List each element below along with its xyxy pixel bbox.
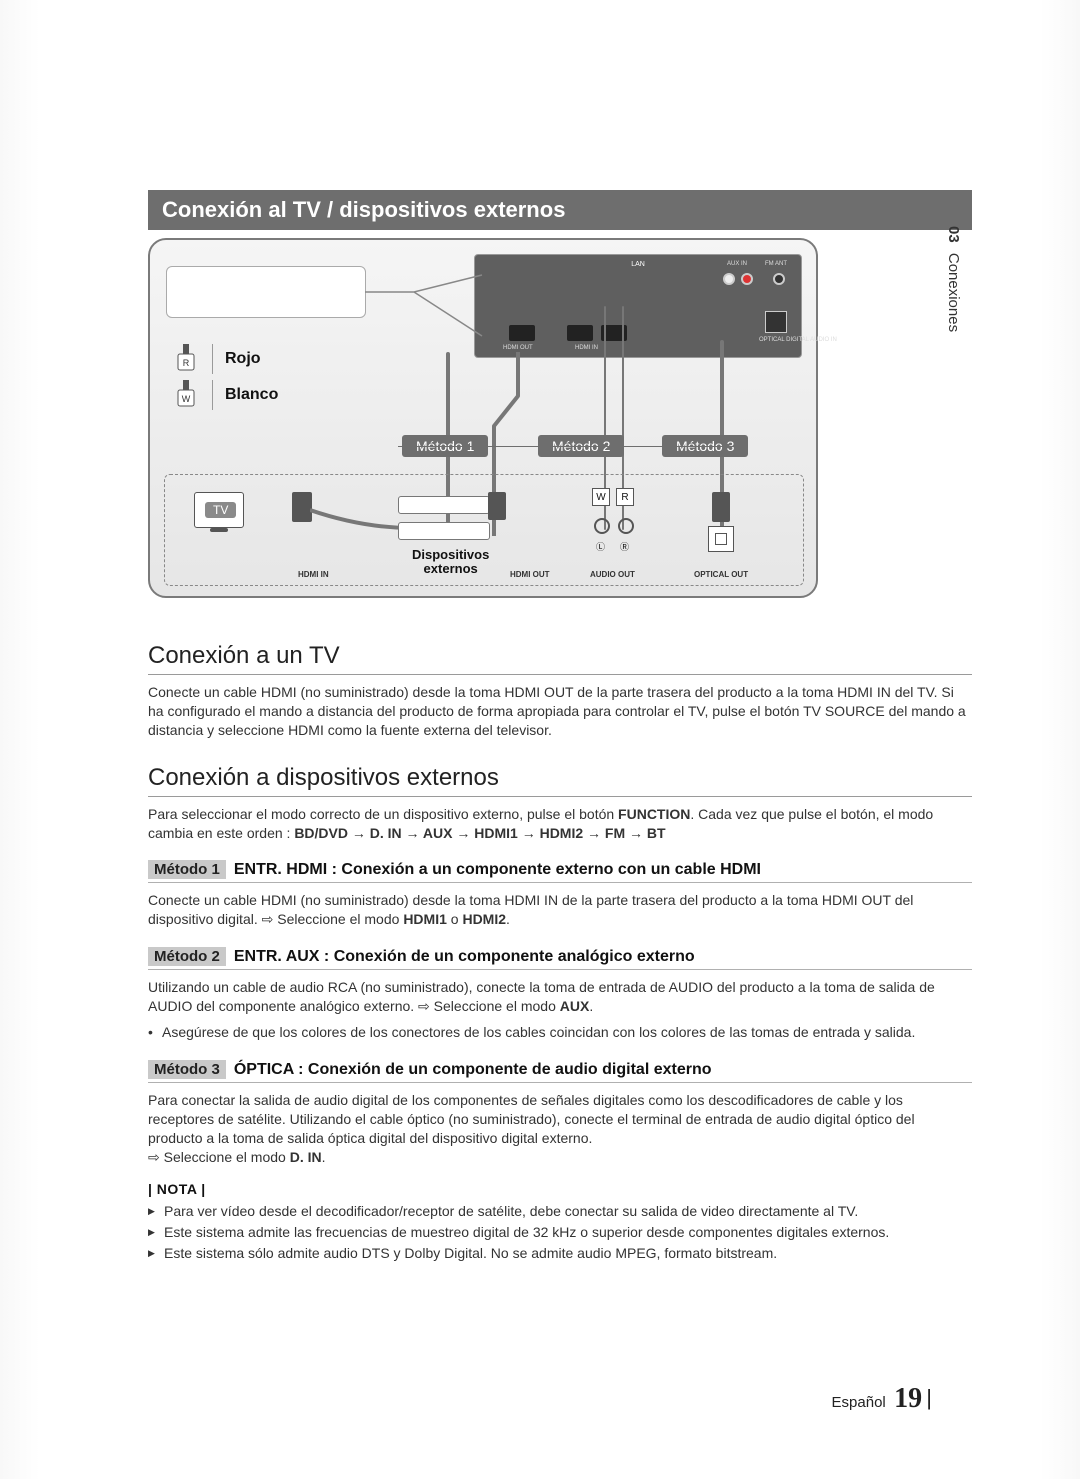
method-2-bullets: Asegúrese de que los colores de los cone… — [148, 1022, 972, 1042]
note-label: | NOTA | — [148, 1181, 972, 1197]
method-connector-line — [398, 446, 738, 447]
footer-page-number: 19 — [894, 1383, 922, 1414]
chapter-number: 03 — [945, 226, 962, 243]
product-back-panel: LAN HDMI OUT HDMI IN AUX IN FM ANT OPTIC… — [474, 254, 802, 358]
fm-ant-jack — [773, 273, 785, 285]
audio-l-jack-icon — [594, 518, 610, 534]
method-1-tag: Método 1 — [148, 860, 226, 879]
chapter-side-tab: 03 Conexiones — [945, 226, 962, 332]
aux-in-red-jack — [741, 273, 753, 285]
ext-hdmi-out-label: HDMI OUT — [510, 570, 550, 579]
method-2-bullet-1: Asegúrese de que los colores de los cone… — [148, 1022, 972, 1042]
svg-text:W: W — [182, 394, 191, 404]
method-3-paragraph: Para conectar la salida de audio digital… — [148, 1091, 972, 1167]
hdmi-out-port — [509, 325, 535, 341]
aux-in-white-jack — [723, 273, 735, 285]
audio-r-circled: Ⓡ — [620, 540, 629, 553]
section-header-bar: Conexión al TV / dispositivos externos — [148, 190, 972, 230]
footer-language: Español — [832, 1394, 886, 1411]
hdmi-plug-ext-icon — [488, 492, 506, 520]
aux-in-label: AUX IN — [727, 261, 747, 267]
method-2-heading: Método 2 ENTR. AUX : Conexión de un comp… — [148, 947, 972, 970]
rca-red-label: Rojo — [225, 350, 261, 368]
hdmi-plug-tv-icon — [292, 492, 312, 522]
callout-line — [364, 274, 484, 338]
divider — [212, 344, 213, 374]
optical-out-label: OPTICAL OUT — [694, 570, 748, 579]
rca-plug-red-icon: R — [174, 344, 200, 374]
tv-label: TV — [205, 502, 236, 518]
method-1-paragraph: Conecte un cable HDMI (no suministrado) … — [148, 891, 972, 929]
ext-devices-label: Dispositivos externos — [412, 548, 489, 577]
audio-r-plug: R — [616, 488, 634, 506]
rca-white-row: W Blanco — [174, 380, 278, 410]
page-footer: Español 19 | — [832, 1383, 932, 1415]
method-3-heading: Método 3 ÓPTICA : Conexión de un compone… — [148, 1060, 972, 1083]
chapter-label: Conexiones — [945, 253, 962, 332]
audio-r-jack-icon — [618, 518, 634, 534]
optical-port — [765, 311, 787, 333]
ext-device-2-icon — [398, 522, 490, 540]
optical-plug-icon — [712, 492, 730, 522]
connection-diagram: LAN HDMI OUT HDMI IN AUX IN FM ANT OPTIC… — [148, 238, 818, 598]
note-item-1: Para ver vídeo desde el decodificador/re… — [148, 1201, 972, 1222]
product-front-view — [166, 266, 366, 318]
ext-device-1-icon — [398, 496, 490, 514]
ext-connection-paragraph: Para seleccionar el modo correcto de un … — [148, 805, 972, 843]
method-3-tag: Método 3 — [148, 1060, 226, 1079]
divider — [212, 380, 213, 410]
rca-red-row: R Rojo — [174, 344, 261, 374]
method-2-title: ENTR. AUX : Conexión de un componente an… — [234, 948, 695, 966]
audio-l-circled: Ⓛ — [596, 540, 605, 553]
rca-plug-white-icon: W — [174, 380, 200, 410]
note-item-3: Este sistema sólo admite audio DTS y Dol… — [148, 1243, 972, 1264]
method-1-title: ENTR. HDMI : Conexión a un componente ex… — [234, 861, 761, 879]
tv-connection-heading: Conexión a un TV — [148, 642, 972, 675]
fm-ant-label: FM ANT — [765, 261, 787, 267]
tv-connection-paragraph: Conecte un cable HDMI (no suministrado) … — [148, 683, 972, 740]
method-3-title: ÓPTICA : Conexión de un componente de au… — [234, 1061, 712, 1079]
svg-text:R: R — [183, 358, 190, 368]
method-2-tag: Método 2 — [148, 947, 226, 966]
rca-white-label: Blanco — [225, 386, 278, 404]
hdmi-in-port-1 — [567, 325, 593, 341]
audio-out-label: AUDIO OUT — [590, 570, 635, 579]
optical-jack-icon — [708, 526, 734, 552]
method-1-heading: Método 1 ENTR. HDMI : Conexión a un comp… — [148, 860, 972, 883]
hdmi-out-port-label: HDMI OUT — [503, 345, 533, 351]
footer-bar-glyph: | — [926, 1385, 932, 1410]
optical-port-label: OPTICAL DIGITAL AUDIO IN — [759, 337, 793, 343]
note-list: Para ver vídeo desde el decodificador/re… — [148, 1201, 972, 1264]
tv-hdmi-in-label: HDMI IN — [298, 570, 329, 579]
audio-w-plug: W — [592, 488, 610, 506]
method-2-paragraph: Utilizando un cable de audio RCA (no sum… — [148, 978, 972, 1016]
ext-connection-heading: Conexión a dispositivos externos — [148, 764, 972, 797]
manual-page: 03 Conexiones Conexión al TV / dispositi… — [0, 0, 1080, 1479]
note-item-2: Este sistema admite las frecuencias de m… — [148, 1222, 972, 1243]
lan-port-label: LAN — [631, 261, 645, 268]
hdmi-in-port-label: HDMI IN — [575, 345, 598, 351]
